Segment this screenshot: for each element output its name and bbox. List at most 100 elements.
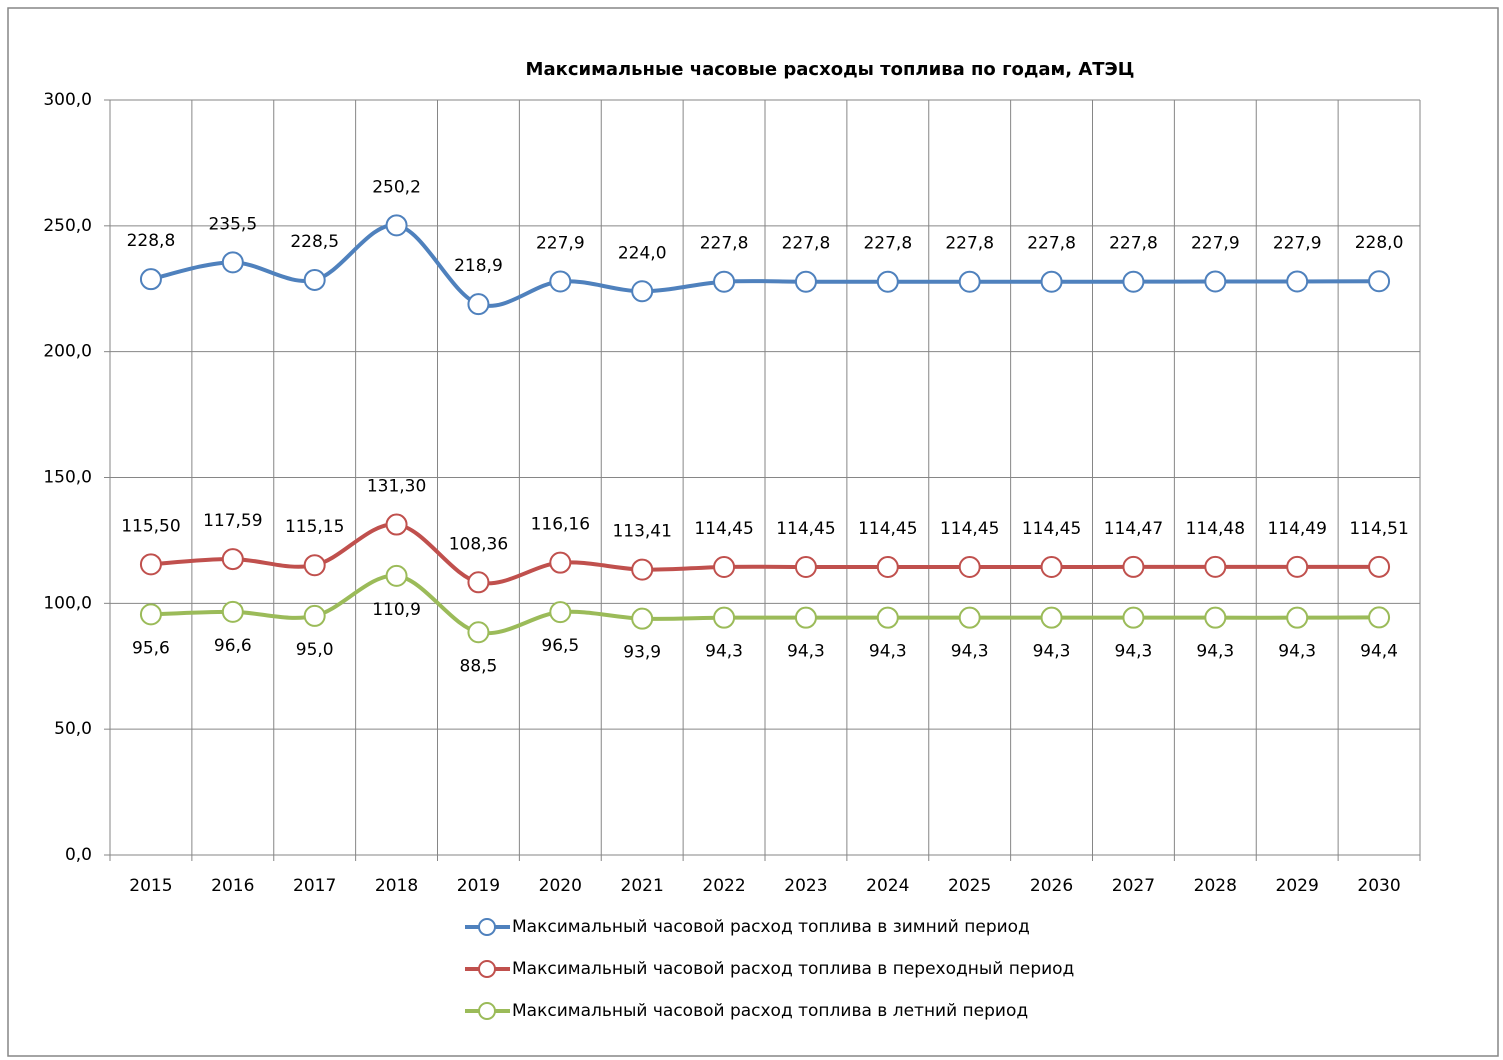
data-point: [1204, 270, 1227, 293]
data-point: [958, 270, 981, 293]
x-tick-label: 2016: [211, 876, 254, 896]
x-tick-label: 2028: [1194, 876, 1237, 896]
data-point: [549, 270, 572, 293]
data-label: 131,30: [367, 477, 426, 497]
data-label: 228,8: [127, 231, 176, 251]
data-point: [631, 280, 654, 303]
data-label: 114,45: [858, 519, 917, 539]
data-point: [467, 621, 490, 644]
y-tick-label: 200,0: [43, 342, 92, 362]
y-tick-label: 250,0: [43, 216, 92, 236]
data-label: 94,3: [951, 642, 989, 662]
data-label: 94,3: [1115, 642, 1153, 662]
data-label: 114,48: [1186, 519, 1245, 539]
data-point: [876, 555, 899, 578]
data-point: [549, 551, 572, 574]
data-point: [1368, 270, 1391, 293]
data-label: 94,3: [705, 642, 743, 662]
data-point: [631, 607, 654, 630]
data-label: 96,5: [541, 636, 579, 656]
data-label: 114,45: [940, 519, 999, 539]
chart-title: Максимальные часовые расходы топлива по …: [526, 59, 1135, 80]
y-tick-label: 100,0: [43, 593, 92, 613]
data-label: 227,8: [1027, 234, 1076, 254]
data-point: [221, 251, 244, 274]
data-label: 227,9: [536, 233, 585, 253]
x-tick-label: 2018: [375, 876, 418, 896]
x-tick-label: 2015: [129, 876, 172, 896]
x-tick-label: 2029: [1276, 876, 1319, 896]
data-label: 108,36: [449, 534, 508, 554]
data-point: [139, 268, 162, 291]
data-label: 250,2: [372, 177, 421, 197]
y-tick-label: 150,0: [43, 468, 92, 488]
data-point: [958, 555, 981, 578]
data-label: 227,8: [782, 234, 831, 254]
legend-label: Максимальный часовой расход топлива в ле…: [512, 1001, 1028, 1021]
x-tick-label: 2024: [866, 876, 909, 896]
data-label: 95,6: [132, 638, 170, 658]
data-point: [139, 603, 162, 626]
series-line: [150, 522, 1380, 586]
data-point: [1040, 270, 1063, 293]
series-line: [150, 223, 1380, 308]
x-tick-label: 2027: [1112, 876, 1155, 896]
chart-border: [7, 7, 1499, 1057]
data-point: [467, 571, 490, 594]
data-label: 114,45: [694, 519, 753, 539]
data-label: 224,0: [618, 243, 667, 263]
data-label: 228,5: [290, 232, 339, 252]
data-point: [1122, 606, 1145, 629]
data-label: 114,45: [776, 519, 835, 539]
data-point: [303, 554, 326, 577]
legend-marker: [478, 1002, 496, 1020]
data-label: 114,51: [1349, 519, 1408, 539]
data-point: [631, 558, 654, 581]
data-point: [385, 564, 408, 587]
data-label: 93,9: [623, 643, 661, 663]
data-point: [385, 513, 408, 536]
data-label: 110,9: [372, 600, 421, 620]
data-point: [1368, 555, 1391, 578]
data-label: 94,3: [869, 642, 907, 662]
x-tick-label: 2021: [621, 876, 664, 896]
data-label: 114,49: [1267, 519, 1326, 539]
data-label: 113,41: [612, 522, 671, 542]
data-point: [1368, 606, 1391, 629]
data-point: [876, 606, 899, 629]
legend-label: Максимальный часовой расход топлива в зи…: [512, 917, 1030, 937]
x-tick-label: 2017: [293, 876, 336, 896]
data-label: 117,59: [203, 511, 262, 531]
data-label: 218,9: [454, 256, 503, 276]
data-point: [1040, 555, 1063, 578]
data-label: 94,3: [1278, 642, 1316, 662]
data-point: [958, 606, 981, 629]
data-point: [221, 600, 244, 623]
data-point: [794, 555, 817, 578]
data-point: [549, 601, 572, 624]
y-tick-label: 50,0: [54, 719, 92, 739]
data-point: [1286, 555, 1309, 578]
data-point: [713, 555, 736, 578]
data-point: [303, 604, 326, 627]
data-point: [1286, 270, 1309, 293]
data-label: 114,47: [1104, 519, 1163, 539]
data-label: 227,8: [1109, 234, 1158, 254]
legend-label: Максимальный часовой расход топлива в пе…: [512, 959, 1074, 979]
data-label: 94,3: [787, 642, 825, 662]
data-label: 227,8: [863, 234, 912, 254]
data-point: [1286, 606, 1309, 629]
data-point: [794, 270, 817, 293]
x-tick-label: 2020: [539, 876, 582, 896]
data-point: [876, 270, 899, 293]
data-label: 96,6: [214, 636, 252, 656]
data-point: [1204, 555, 1227, 578]
data-point: [1204, 606, 1227, 629]
data-label: 235,5: [208, 214, 257, 234]
data-label: 114,45: [1022, 519, 1081, 539]
x-tick-label: 2023: [784, 876, 827, 896]
x-tick-label: 2022: [702, 876, 745, 896]
data-label: 227,8: [700, 234, 749, 254]
data-label: 115,15: [285, 517, 344, 537]
